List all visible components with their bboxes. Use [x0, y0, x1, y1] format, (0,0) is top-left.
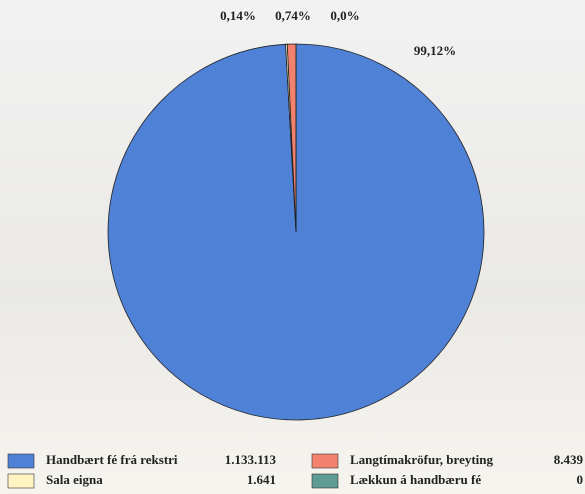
legend-swatch: [312, 454, 338, 468]
legend-value: 1.133.113: [225, 452, 277, 467]
legend-label: Langtímakröfur, breyting: [350, 452, 494, 467]
legend-swatch: [312, 474, 338, 488]
percentage-label: 0,14%: [220, 8, 256, 23]
legend-value: 1.641: [247, 472, 276, 487]
chart: 99,12% 0,14% 0,74% 0,0% Handbært fé frá reks…: [0, 0, 585, 494]
legend-swatch: [8, 454, 34, 468]
legend-swatch: [8, 474, 34, 488]
percentage-label: 0,0%: [330, 8, 359, 23]
legend-value: 0: [577, 472, 584, 487]
legend-label: Lækkun á handbæru fé: [350, 472, 481, 487]
legend-label: Sala eigna: [46, 472, 103, 487]
percentage-label: 0,74%: [275, 8, 311, 23]
percentage-label: 99,12%: [414, 43, 456, 58]
legend-value: 8.439: [554, 452, 584, 467]
legend-label: Handbært fé frá rekstri: [46, 452, 178, 467]
